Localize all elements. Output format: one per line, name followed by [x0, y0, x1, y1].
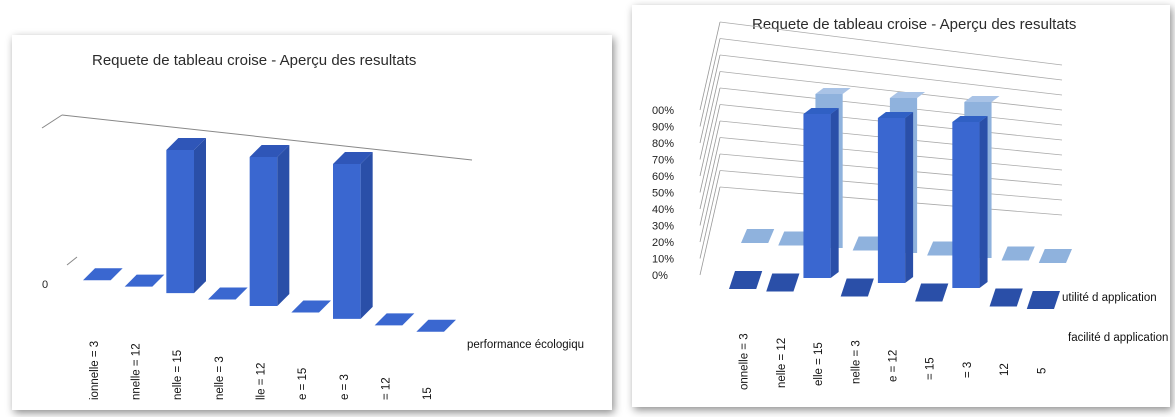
right-front-bar-6 — [952, 122, 980, 288]
right-chart-title: Requete de tableau croise - Aperçu des r… — [752, 16, 1076, 33]
right-back-tile-8 — [1038, 249, 1072, 263]
left-bar-top-2 — [166, 138, 206, 150]
left-floor-edge — [66, 256, 78, 266]
right-gridline-diag-6 — [699, 87, 721, 177]
right-front-bar-top-2 — [803, 108, 839, 114]
left-bar-front-4 — [249, 157, 278, 306]
right-front-bar-side-2 — [830, 108, 839, 278]
right-chart: Requete de tableau croise - Aperçu des r… — [652, 16, 1168, 390]
right-gridline-diag-5 — [699, 104, 721, 193]
right-y-tick-6: 60% — [652, 171, 674, 183]
right-back-tile-1 — [778, 231, 812, 246]
left-bar-flat-3 — [208, 287, 248, 300]
right-category-label-7: 12 — [999, 363, 1011, 376]
right-back-bar-top-6 — [964, 96, 1000, 102]
right-gridline-diag-10 — [699, 21, 721, 111]
left-category-label-4: lle = 12 — [256, 363, 268, 400]
left-category-label-3: nelle = 3 — [214, 356, 226, 400]
left-bar-top-4 — [249, 145, 290, 157]
right-category-label-0: onnelle = 3 — [739, 333, 751, 390]
right-gridline-diag-9 — [699, 38, 721, 127]
left-bar-flat-1 — [124, 274, 165, 287]
left-category-label-5: e = 15 — [297, 368, 309, 400]
left-category-label-2: nelle = 15 — [172, 350, 184, 400]
right-gridline-10 — [719, 21, 1063, 66]
left-bar-flat-7 — [374, 313, 415, 326]
left-category-label-7: = 12 — [381, 377, 393, 400]
right-front-tile-7 — [989, 288, 1023, 307]
right-front-bar-side-4 — [905, 112, 914, 283]
left-bar-side-6 — [360, 152, 373, 319]
left-category-label-0: ionnelle = 3 — [89, 341, 101, 400]
right-chart-panel: Requete de tableau croise - Aperçu des r… — [632, 5, 1170, 407]
right-legend-back: utilité d application — [1062, 292, 1157, 304]
right-front-bar-top-6 — [952, 116, 988, 122]
right-gridline-diag-8 — [699, 54, 721, 144]
left-back-gridline — [61, 114, 473, 161]
right-gridline-diag-7 — [699, 71, 721, 160]
left-bar-flat-5 — [291, 300, 331, 313]
right-gridline-diag-4 — [699, 120, 721, 210]
right-back-tile-7 — [1001, 246, 1035, 261]
left-bar-flat-0 — [83, 268, 123, 281]
right-front-bar-2 — [803, 114, 831, 278]
right-front-tile-3 — [840, 278, 874, 297]
left-zero-tick: 0 — [42, 279, 48, 291]
right-gridline-diag-3 — [699, 137, 721, 226]
right-legend-front: facilité d application — [1068, 332, 1168, 344]
left-bar-front-6 — [333, 164, 361, 319]
left-chart: Requete de tableau croise - Aperçu des r… — [41, 52, 584, 400]
right-gridline-9 — [719, 38, 1063, 81]
right-category-label-1: nelle = 12 — [776, 338, 788, 388]
right-front-tile-1 — [766, 273, 800, 292]
right-y-tick-2: 20% — [652, 237, 674, 249]
right-back-bar-top-4 — [889, 92, 926, 98]
right-y-tick-7: 70% — [652, 155, 674, 167]
left-legend-label: performance écologiqu — [467, 339, 584, 351]
left-bar-side-4 — [277, 145, 290, 306]
left-category-label-6: e = 3 — [339, 374, 351, 400]
right-y-tick-3: 30% — [652, 221, 674, 233]
right-gridline-diag-0 — [699, 186, 721, 276]
left-category-label-1: nnelle = 12 — [131, 343, 143, 400]
right-gridline-diag-2 — [699, 153, 721, 243]
right-back-bar-top-2 — [815, 88, 851, 94]
left-bar-front-2 — [166, 150, 194, 294]
right-gridline-7 — [719, 71, 1063, 111]
right-y-tick-9: 90% — [652, 122, 674, 134]
right-gridline-8 — [719, 54, 1063, 96]
right-front-bar-top-4 — [877, 112, 914, 118]
right-y-tick-4: 40% — [652, 204, 674, 216]
right-y-tick-10: 00% — [652, 105, 674, 117]
right-back-tile-0 — [741, 229, 775, 243]
right-front-tile-5 — [915, 283, 949, 302]
left-bar-side-2 — [194, 138, 206, 294]
right-front-tile-0 — [729, 271, 763, 289]
left-bar-flat-8 — [416, 319, 456, 332]
right-back-tile-5 — [927, 241, 961, 256]
left-axis-top — [41, 114, 63, 129]
left-category-label-8: 15 — [422, 387, 434, 400]
right-category-label-2: elle = 15 — [813, 342, 825, 386]
right-gridline-diag-1 — [699, 170, 721, 259]
right-front-bar-side-6 — [979, 116, 988, 288]
right-category-label-6: = 3 — [962, 362, 974, 378]
right-y-tick-8: 80% — [652, 138, 674, 150]
right-front-tile-8 — [1026, 291, 1060, 309]
right-back-tile-3 — [852, 236, 886, 251]
right-y-tick-5: 50% — [652, 188, 674, 200]
right-category-label-3: nelle = 3 — [850, 340, 862, 384]
right-y-tick-1: 10% — [652, 254, 674, 266]
left-chart-title: Requete de tableau croise - Aperçu des r… — [92, 52, 416, 69]
left-chart-panel: Requete de tableau croise - Aperçu des r… — [12, 35, 612, 410]
right-y-tick-0: 0% — [652, 270, 668, 282]
right-category-label-5: = 15 — [925, 357, 937, 380]
left-bar-top-6 — [333, 152, 373, 164]
right-category-label-8: 5 — [1036, 368, 1048, 374]
right-front-bar-4 — [877, 118, 906, 283]
right-category-label-4: e = 12 — [888, 350, 900, 382]
